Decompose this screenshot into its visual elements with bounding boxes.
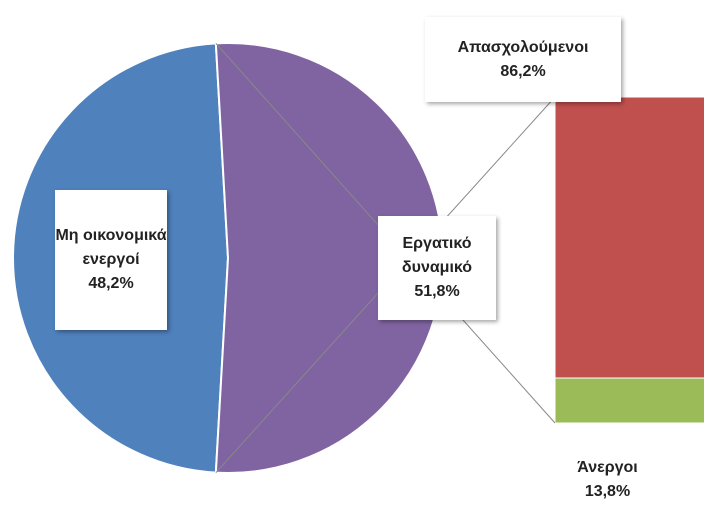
bar-segment bbox=[554, 377, 704, 424]
data-label: Μη οικονομικά ενεργοί 48,2% bbox=[55, 190, 167, 330]
label-text: 86,2% bbox=[500, 62, 546, 80]
data-label: Απασχολούμενοι 86,2% bbox=[425, 17, 621, 102]
label-text: Εργατικό δυναμικό bbox=[401, 235, 473, 276]
label-text: 48,2% bbox=[88, 275, 134, 292]
data-label: Εργατικό δυναμικό 51,8% bbox=[378, 216, 496, 320]
bar-segment bbox=[554, 96, 704, 379]
label-text: 51,8% bbox=[414, 283, 460, 300]
label-text: 13,8% bbox=[584, 483, 631, 500]
data-label: Άνεργοι 13,8% bbox=[550, 450, 665, 510]
label-text: Απασχολούμενοι bbox=[457, 38, 589, 56]
label-text: Άνεργοι bbox=[577, 459, 638, 476]
label-text: Μη οικονομικά ενεργοί bbox=[55, 227, 167, 268]
